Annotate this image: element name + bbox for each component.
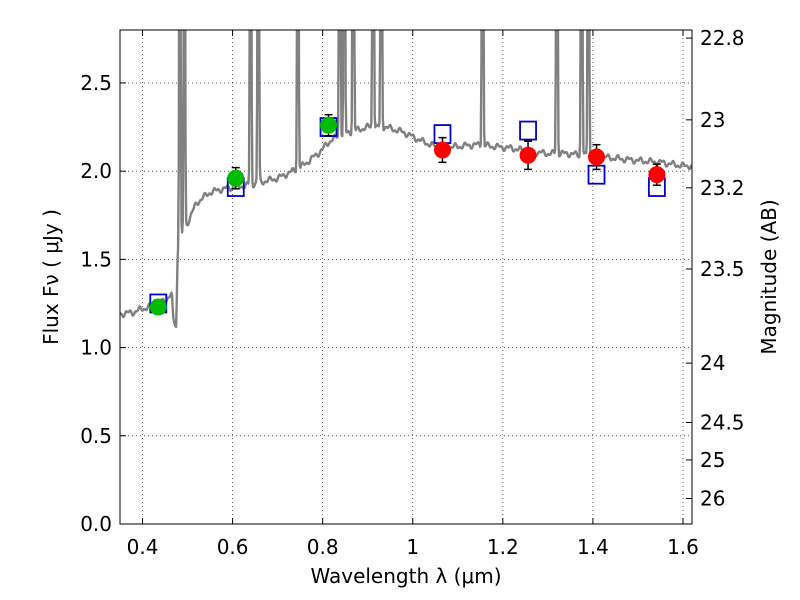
mag-tick-label: 24: [700, 351, 725, 375]
data-point: [519, 146, 537, 164]
data-point: [227, 169, 245, 187]
y2-axis-title: Magnitude (AB): [757, 199, 781, 354]
mag-tick-label: 26: [700, 486, 725, 510]
x-tick-label: 1.4: [577, 535, 609, 559]
x-tick-label: 1.6: [667, 535, 699, 559]
spectrum-line: [120, 30, 692, 329]
y-tick-label: 0.5: [80, 424, 112, 448]
y-tick-label: 1.0: [80, 336, 112, 360]
x-tick-label: 1: [406, 535, 419, 559]
mag-tick-label: 23.5: [700, 257, 745, 281]
model-square: [519, 120, 537, 141]
y-tick-label: 2.0: [80, 159, 112, 183]
mag-tick-label: 23.2: [700, 176, 745, 200]
data-point: [149, 298, 167, 316]
x-tick-label: 0.6: [217, 535, 249, 559]
x-tick-label: 0.4: [127, 535, 159, 559]
mag-tick-label: 24.5: [700, 410, 745, 434]
x-axis-title: Wavelength λ (μm): [310, 564, 501, 588]
x-tick-label: 1.2: [487, 535, 519, 559]
mag-tick-label: 25: [700, 448, 725, 472]
grid: [120, 30, 692, 525]
y-tick-label: 0.0: [80, 512, 112, 536]
mag-tick-label: 23: [700, 108, 725, 132]
model-spectrum: [120, 30, 692, 329]
observed-photometry: [149, 113, 666, 316]
data-point: [433, 141, 451, 159]
x-tick-label: 0.8: [307, 535, 339, 559]
data-point: [588, 148, 606, 166]
mag-tick-label: 22.8: [700, 26, 745, 50]
axis-ticks: 0.4 0.6 0.8 1 1.2 1.4 1.6 0.0 0.5 1.0 1.5 2.0 2.5 22.…: [80, 26, 744, 559]
y-tick-label: 2.5: [80, 71, 112, 95]
plot-frame: [119, 29, 693, 525]
y-axis-title: Flux Fν ( μJy ): [39, 209, 63, 345]
y-tick-label: 1.5: [80, 247, 112, 271]
data-point: [320, 116, 338, 134]
data-point: [648, 166, 666, 184]
